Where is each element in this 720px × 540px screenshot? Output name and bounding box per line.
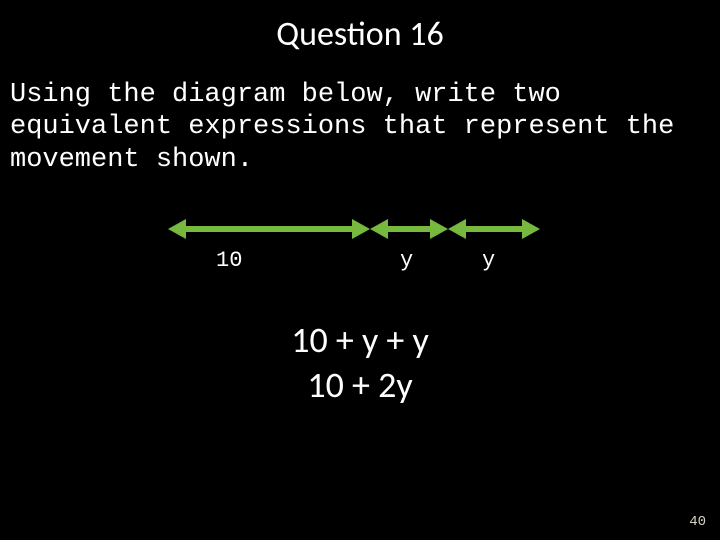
segment-label: y [400, 248, 413, 273]
segment-label: 10 [216, 248, 242, 273]
arrow-right-icon [522, 219, 540, 239]
arrow-left-icon [168, 219, 186, 239]
page-title: Question 16 [0, 0, 720, 55]
arrow-segment [186, 226, 352, 232]
answer-line-1: 10 + y + y [0, 318, 720, 363]
answers-block: 10 + y + y 10 + 2y [0, 318, 720, 408]
arrow-left-icon [448, 219, 466, 239]
arrow-left-icon [370, 219, 388, 239]
arrow-segment [388, 226, 430, 232]
arrow-right-icon [352, 219, 370, 239]
number-line-diagram: 10 y y [0, 216, 720, 296]
page-number: 40 [689, 514, 706, 530]
segment-label: y [482, 248, 495, 273]
arrow-right-icon [430, 219, 448, 239]
arrow-segment [466, 226, 522, 232]
answer-line-2: 10 + 2y [0, 363, 720, 408]
question-prompt: Using the diagram below, write two equiv… [0, 55, 720, 176]
